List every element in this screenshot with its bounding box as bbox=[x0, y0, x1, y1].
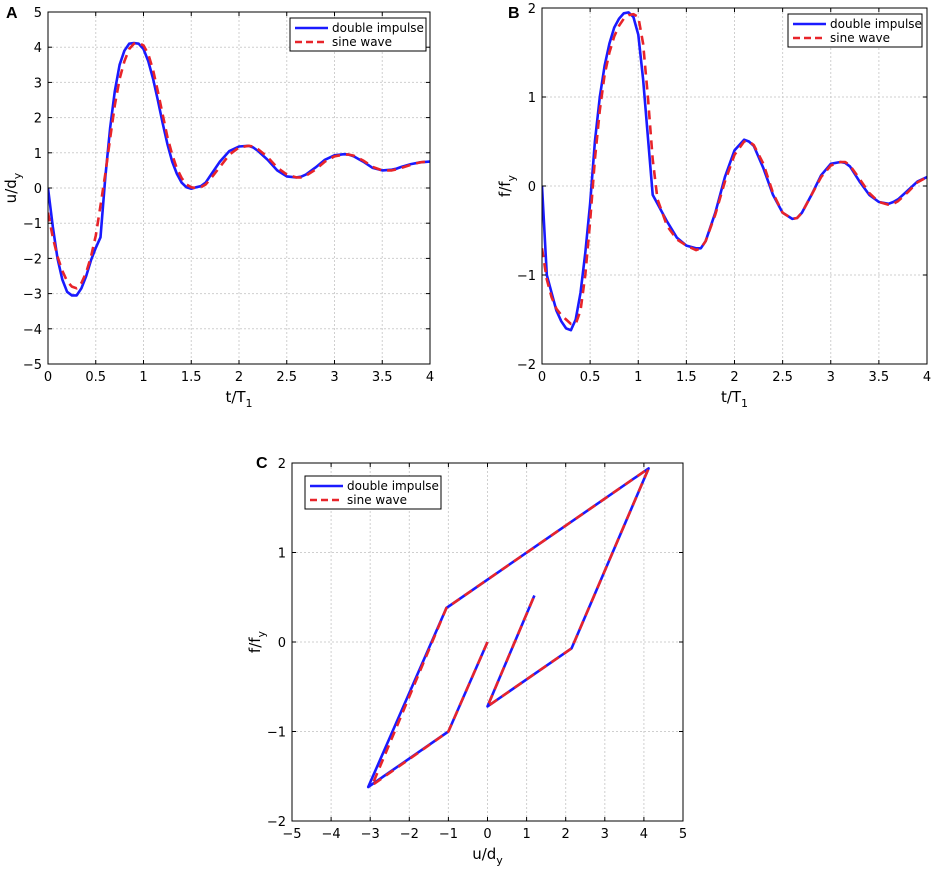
y-tick-label: 2 bbox=[528, 2, 536, 17]
x-axis-title: t/T1 bbox=[721, 388, 748, 410]
panel-label-b: B bbox=[508, 5, 520, 22]
legend-label: double impulse bbox=[830, 17, 922, 31]
x-axis-title: t/T1 bbox=[225, 388, 252, 410]
x-tick-label: 1 bbox=[139, 370, 147, 385]
x-tick-label: −2 bbox=[400, 827, 419, 842]
x-tick-label: 2 bbox=[235, 370, 243, 385]
series-line-double-impulse bbox=[366, 467, 650, 789]
y-tick-label: −1 bbox=[517, 269, 536, 284]
x-tick-label: 1 bbox=[522, 827, 530, 842]
chart-a: 0 0.5 1 1.5 2 2.5 3 3.5 4−5−4−3−2−1012345t/T1u/d… bbox=[2, 6, 434, 410]
x-tick-label: 0 bbox=[44, 370, 52, 385]
x-tick-label: −4 bbox=[322, 827, 341, 842]
x-tick-label: 4 bbox=[923, 370, 931, 385]
x-tick-label: 0.5 bbox=[580, 370, 601, 385]
y-tick-label: 1 bbox=[34, 147, 42, 162]
panel-label-a: A bbox=[6, 5, 18, 22]
y-tick-label: 2 bbox=[34, 112, 42, 127]
chart-c: −5 −4 −3 −2 −1 0 1 2 3 4 5 −2 −1 0 1 2 u/dy f/fy double im… bbox=[246, 457, 687, 867]
legend-label: sine wave bbox=[332, 35, 392, 49]
legend-label: double impulse bbox=[347, 479, 439, 493]
y-tick-label: −1 bbox=[267, 726, 286, 741]
x-tick-label: 1.5 bbox=[676, 370, 697, 385]
y-tick-label: 0 bbox=[528, 180, 536, 195]
y-tick-label: −4 bbox=[23, 323, 42, 338]
series-line-sine-wave bbox=[370, 467, 650, 787]
y-tick-label: 3 bbox=[34, 76, 42, 91]
y-tick-label: 0 bbox=[34, 182, 42, 197]
y-tick-label: 1 bbox=[278, 547, 286, 562]
y-tick-label: −2 bbox=[23, 252, 42, 267]
legend-label: double impulse bbox=[332, 21, 424, 35]
legend-box bbox=[787, 13, 923, 48]
y-tick-label: −3 bbox=[23, 288, 42, 303]
y-tick-label: 5 bbox=[34, 6, 42, 21]
x-tick-label: 3.5 bbox=[372, 370, 393, 385]
legend-box bbox=[304, 475, 442, 510]
x-tick-label: 0 bbox=[483, 827, 491, 842]
x-tick-label: 0.5 bbox=[85, 370, 106, 385]
x-tick-label: 2 bbox=[730, 370, 738, 385]
x-tick-label: 4 bbox=[640, 827, 648, 842]
series-line-sine-wave bbox=[48, 41, 430, 290]
x-tick-label: −5 bbox=[282, 827, 301, 842]
y-tick-label: −2 bbox=[267, 815, 286, 830]
x-tick-label: 1.5 bbox=[181, 370, 202, 385]
x-tick-label: −1 bbox=[439, 827, 458, 842]
x-axis-title-subscript: 1 bbox=[741, 397, 748, 410]
y-axis-title-subscript: y bbox=[505, 174, 518, 181]
legend-label: sine wave bbox=[830, 31, 890, 45]
y-tick-label: 4 bbox=[34, 41, 42, 56]
y-axis-title: f/fy bbox=[496, 174, 518, 197]
y-tick-label: 1 bbox=[528, 91, 536, 106]
x-tick-label: 3.5 bbox=[869, 370, 890, 385]
x-tick-label: 2.5 bbox=[276, 370, 297, 385]
series-line-double-impulse bbox=[542, 11, 927, 332]
y-tick-label: 0 bbox=[278, 636, 286, 651]
legend-label: sine wave bbox=[347, 493, 407, 507]
x-axis-title: u/dy bbox=[472, 845, 503, 867]
x-tick-label: 2 bbox=[562, 827, 570, 842]
y-axis-title-subscript: y bbox=[11, 172, 24, 179]
y-tick-label: −5 bbox=[23, 358, 42, 373]
panel-label-c: C bbox=[256, 455, 268, 472]
y-tick-label: 2 bbox=[278, 457, 286, 472]
legend-box bbox=[289, 17, 427, 52]
y-tick-label: −1 bbox=[23, 217, 42, 232]
x-axis-title-subscript: y bbox=[496, 854, 503, 867]
x-tick-label: 5 bbox=[679, 827, 687, 842]
y-tick-label: −2 bbox=[517, 358, 536, 373]
x-tick-label: 1 bbox=[634, 370, 642, 385]
x-tick-label: 3 bbox=[827, 370, 835, 385]
x-tick-label: −3 bbox=[361, 827, 380, 842]
x-axis-title-subscript: 1 bbox=[246, 397, 253, 410]
x-tick-label: 3 bbox=[601, 827, 609, 842]
x-tick-label: 4 bbox=[426, 370, 434, 385]
y-axis-title: f/fy bbox=[246, 630, 268, 653]
x-tick-label: 0 bbox=[538, 370, 546, 385]
x-tick-label: 2.5 bbox=[772, 370, 793, 385]
series-line-sine-wave bbox=[542, 12, 927, 326]
x-tick-label: 3 bbox=[330, 370, 338, 385]
y-axis-title: u/dy bbox=[2, 172, 24, 203]
y-axis-title-subscript: y bbox=[255, 630, 268, 637]
